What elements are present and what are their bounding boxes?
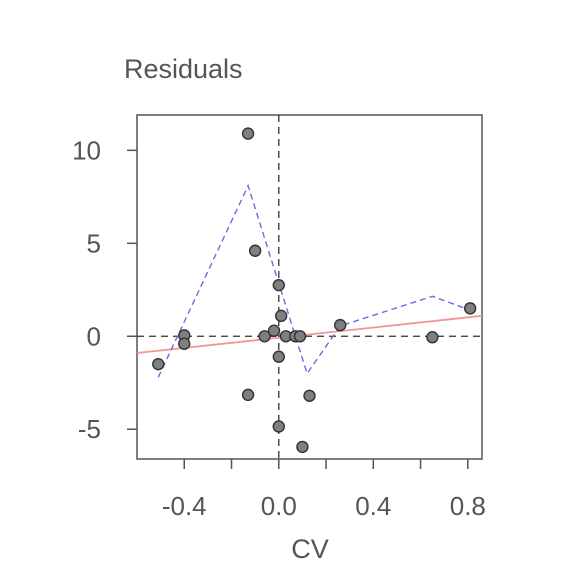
data-point-9 [272, 278, 285, 292]
data-point-3 [178, 337, 191, 350]
data-point-6 [248, 244, 262, 257]
data-point-1 [152, 357, 165, 371]
x-tick-label-1: -0.4 [162, 491, 207, 521]
x-tick-label-4: 0.8 [450, 491, 486, 521]
data-point-11 [272, 350, 285, 363]
chart-title: Residuals [124, 54, 243, 84]
data-point-18 [334, 318, 347, 332]
plot-frame [136, 114, 483, 460]
data-point-4 [241, 127, 255, 140]
y-tick-label-3: 5 [87, 228, 101, 258]
data-point-7 [258, 330, 271, 343]
data-point-17 [303, 389, 316, 402]
data-point-8 [267, 324, 281, 337]
smooth-trend-line [157, 183, 471, 378]
data-point-19 [426, 331, 439, 344]
x-tick-label-2: 0.0 [261, 491, 297, 521]
y-tick-label-2: 0 [87, 321, 101, 351]
data-point-5 [241, 388, 255, 402]
data-point-10 [274, 309, 288, 323]
x-tick-label-3: 0.4 [355, 491, 391, 521]
plot-area: -0.4 0.0 0.4 0.8 -5 0 5 10 [72, 114, 486, 521]
y-tick-label-4: 10 [72, 135, 101, 165]
y-tick-label-1: -5 [78, 414, 101, 444]
linear-fit-line [136, 314, 483, 354]
data-point-15 [293, 330, 307, 343]
data-point-12 [272, 420, 285, 433]
x-axis-title: CV [291, 534, 329, 564]
data-point-20 [463, 302, 477, 315]
data-point-16 [296, 440, 309, 454]
